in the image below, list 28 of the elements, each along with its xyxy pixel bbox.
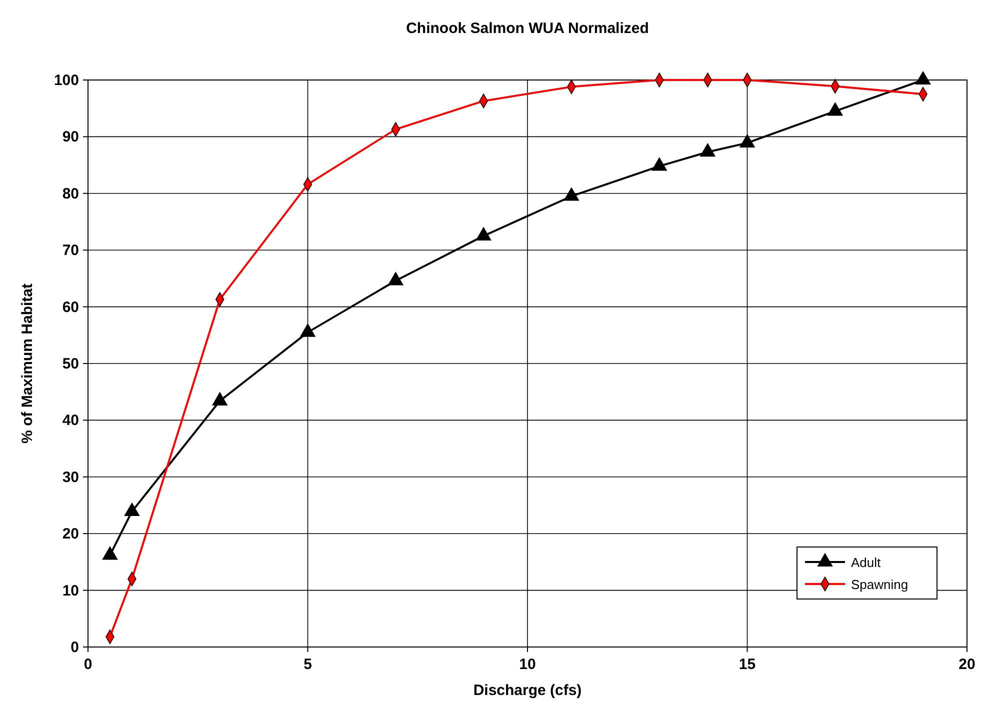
point xyxy=(212,392,228,406)
point xyxy=(388,272,404,286)
point xyxy=(300,324,316,337)
y-axis-title: % of Maximum Habitat xyxy=(19,283,36,444)
y-tick-label: 0 xyxy=(70,639,79,656)
y-tick-label: 30 xyxy=(62,468,79,486)
y-tick-label: 50 xyxy=(62,356,79,372)
x-tick-label: 5 xyxy=(304,656,312,673)
point xyxy=(124,502,140,516)
y-tick-label: 70 xyxy=(62,242,79,260)
legend-label: Spawning xyxy=(851,577,908,592)
chart-title: Chinook Salmon WUA Normalized xyxy=(406,20,649,37)
y-tick-label: 90 xyxy=(62,128,79,146)
x-axis-title: Discharge (cfs) xyxy=(473,682,582,699)
x-tick-label: 20 xyxy=(958,656,976,673)
legend-label: Adult xyxy=(851,555,882,570)
point xyxy=(564,188,580,201)
y-tick-label: 40 xyxy=(62,412,79,430)
point xyxy=(476,227,492,240)
y-tick-label: 20 xyxy=(62,526,79,543)
y-tick-label: 60 xyxy=(62,298,79,316)
x-tick-label: 0 xyxy=(84,656,92,673)
point xyxy=(102,546,118,560)
y-tick-label: 80 xyxy=(62,185,79,202)
y-tick-label: 100 xyxy=(54,72,79,89)
x-tick-label: 15 xyxy=(738,656,756,673)
x-tick-label: 10 xyxy=(519,656,536,673)
y-tick-label: 10 xyxy=(62,582,79,600)
